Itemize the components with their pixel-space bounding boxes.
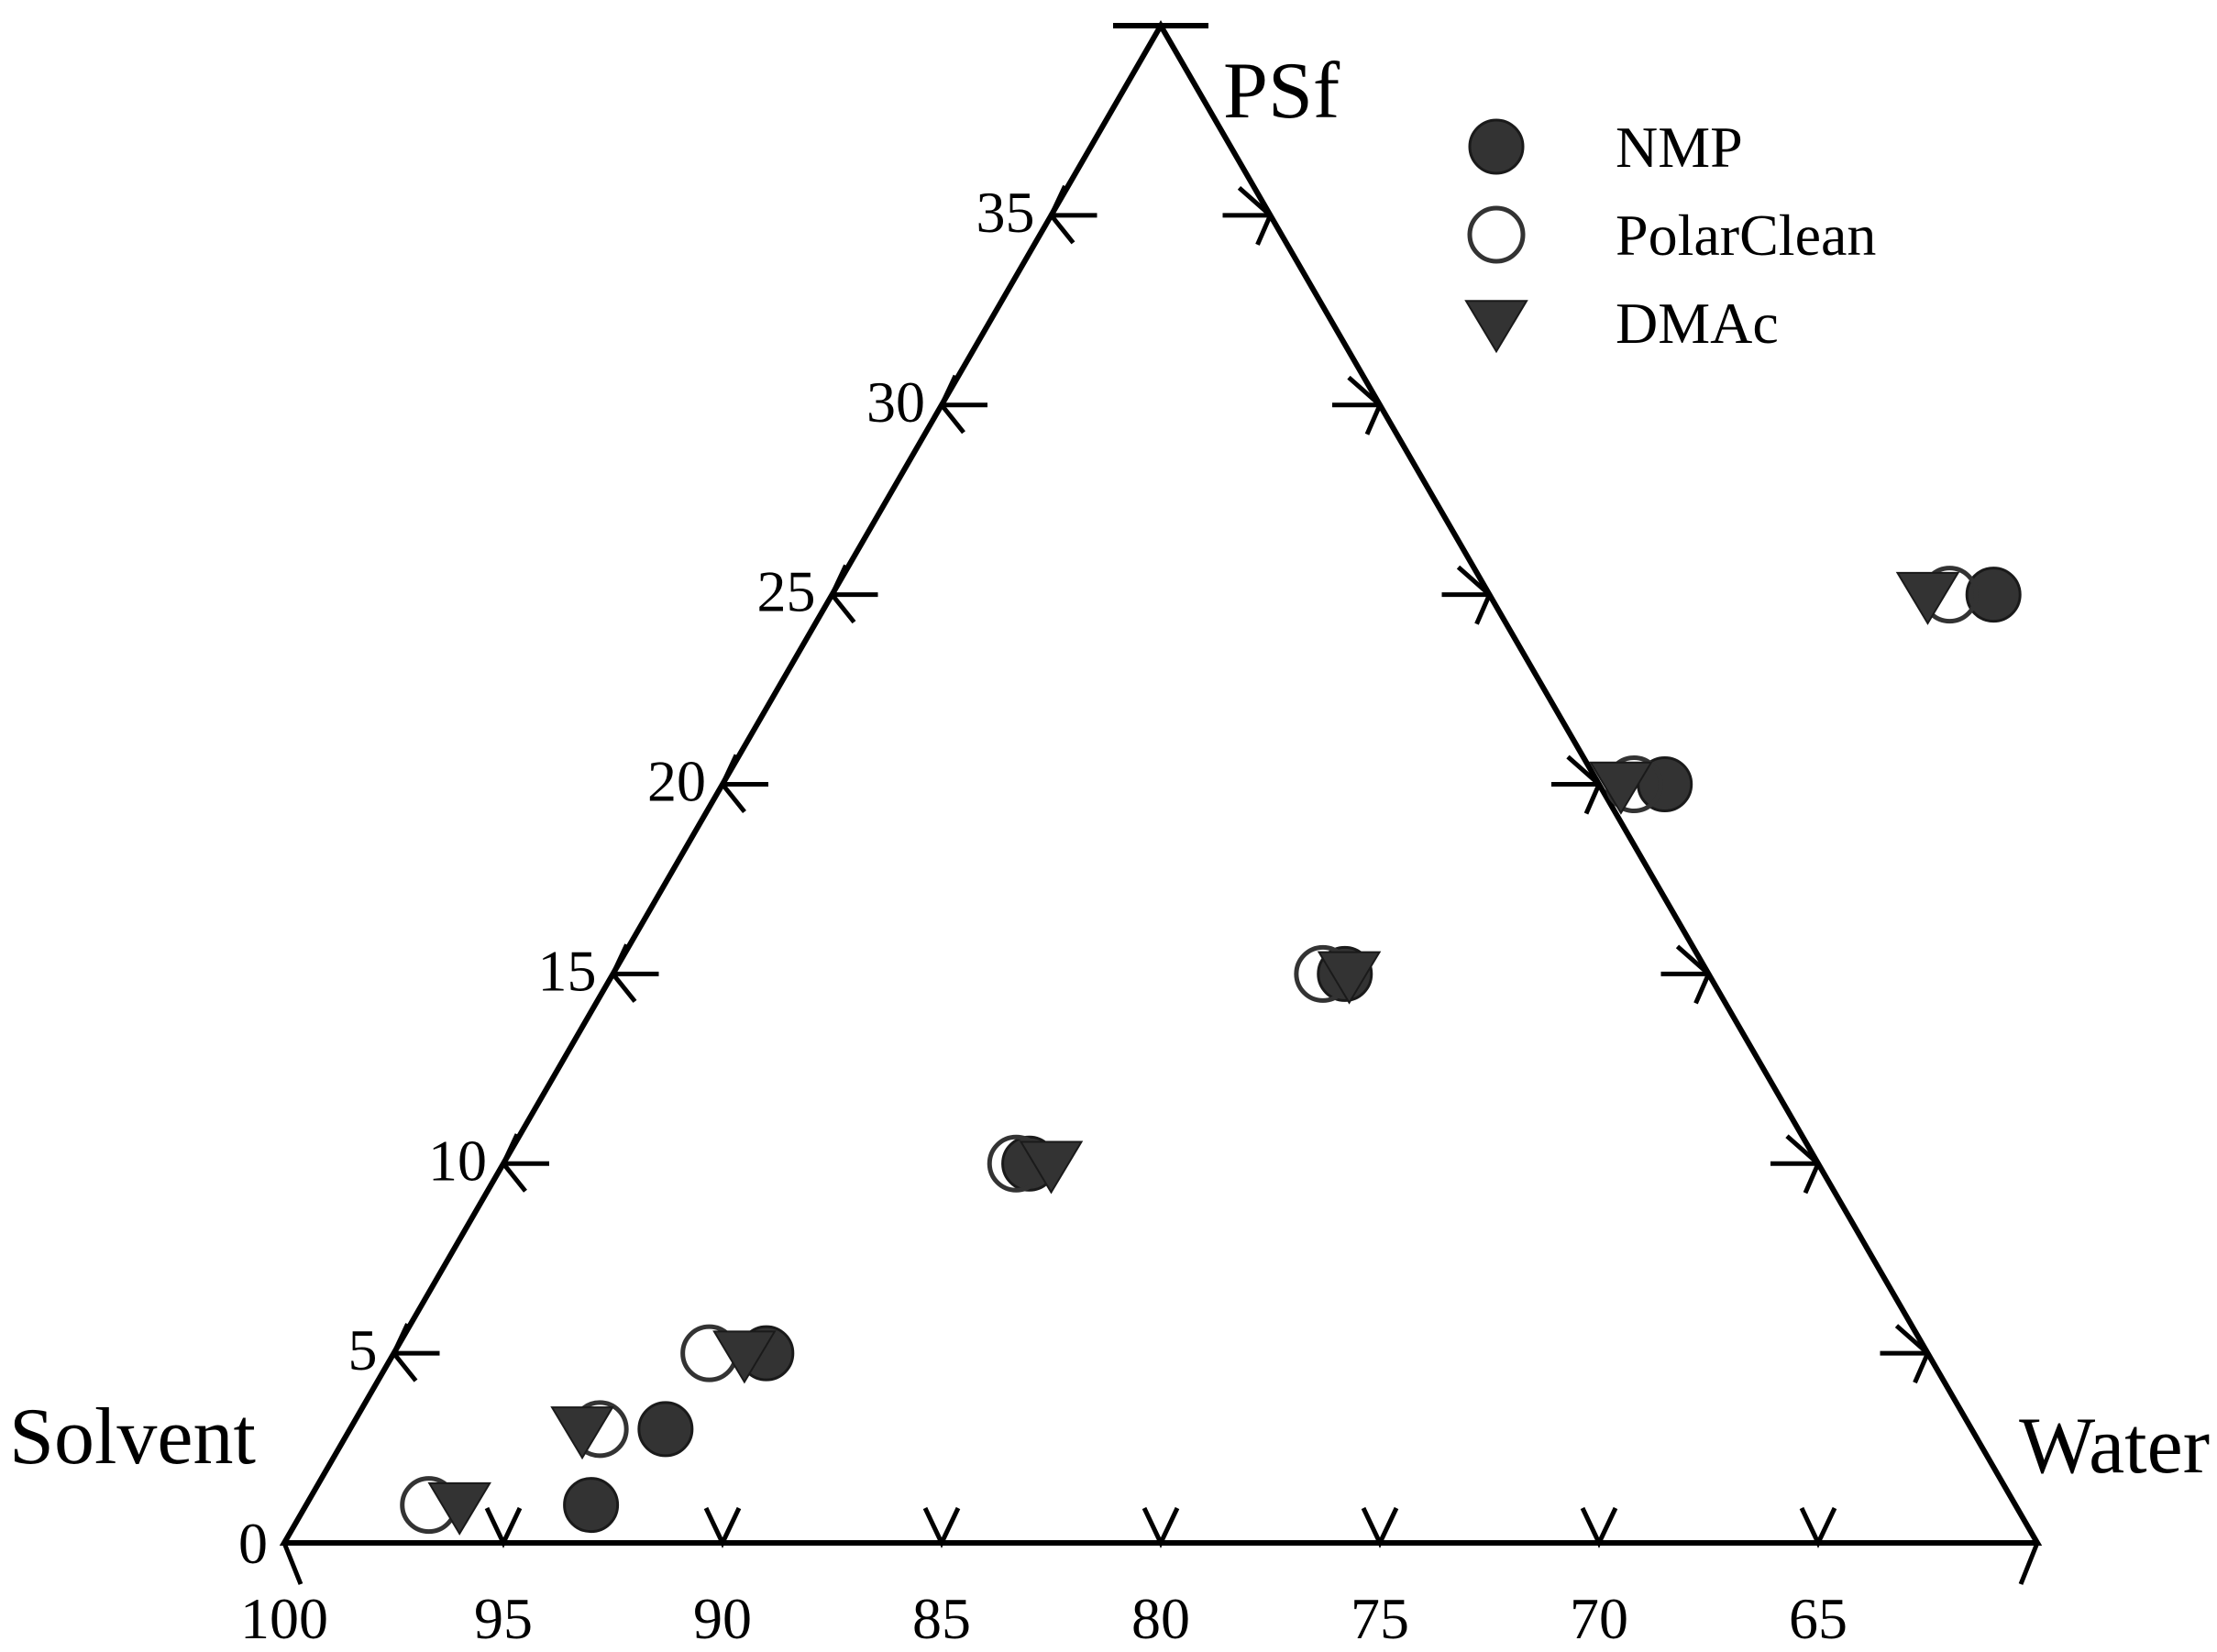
tick-marks — [391, 184, 1931, 1548]
point-dmac — [712, 1330, 777, 1384]
point-nmp — [637, 1401, 694, 1458]
left-tick-label: 25 — [757, 559, 816, 624]
left-tick-label: 30 — [866, 369, 925, 435]
point-dmac — [1317, 951, 1382, 1005]
bottom-tick-mark — [1142, 1506, 1180, 1548]
legend-marker-polarclean — [1467, 205, 1526, 264]
vertex-label-top: PSf — [1223, 47, 1340, 136]
point-nmp — [563, 1477, 620, 1534]
left-tick-label: 20 — [647, 749, 706, 814]
legend-label-dmac: DMAc — [1616, 291, 1779, 356]
bottom-tick-mark — [922, 1506, 961, 1548]
point-dmac — [1589, 761, 1653, 815]
bottom-tick-mark — [1580, 1506, 1618, 1548]
legend-marker-nmp — [1468, 118, 1525, 175]
bottom-tick-label: 90 — [693, 1586, 752, 1651]
bottom-tick-label: 85 — [912, 1586, 971, 1651]
point-dmac — [1895, 571, 1960, 625]
point-nmp — [1965, 567, 2022, 623]
vertex-label-right: Water — [2019, 1402, 2210, 1491]
left-tick-label: 10 — [428, 1128, 487, 1193]
left-tick-label: 15 — [538, 938, 597, 1003]
bottom-tick-label: 75 — [1351, 1586, 1409, 1651]
data-points — [400, 566, 2022, 1536]
left-tick-label: 5 — [348, 1317, 378, 1382]
left-tick-label: 0 — [238, 1511, 268, 1576]
bottom-tick-label: 65 — [1789, 1586, 1848, 1651]
legend-label-nmp: NMP — [1616, 115, 1743, 180]
point-dmac — [550, 1406, 614, 1460]
vertex-label-left: Solvent — [9, 1393, 256, 1481]
point-dmac — [1019, 1140, 1084, 1195]
legend-label-polarclean: PolarClean — [1616, 203, 1876, 268]
point-dmac — [427, 1481, 491, 1536]
bottom-tick-mark — [1799, 1506, 1837, 1548]
left-tick-label: 35 — [976, 180, 1035, 245]
bottom-axis-start-cap — [281, 1542, 303, 1585]
legend: NMP PolarClean DMAc — [1464, 115, 1876, 356]
bottom-tick-mark — [484, 1506, 523, 1548]
bottom-tick-label: 70 — [1570, 1586, 1628, 1651]
bottom-tick-mark — [703, 1506, 742, 1548]
bottom-tick-label: 80 — [1131, 1586, 1190, 1651]
legend-marker-dmac — [1464, 300, 1528, 354]
bottom-tick-label: 95 — [474, 1586, 533, 1651]
bottom-axis-end-cap — [2018, 1542, 2040, 1585]
tick-labels: 100 95 90 85 80 75 70 65 0 5 10 15 20 25 30 35 — [238, 180, 1848, 1651]
bottom-tick-mark — [1361, 1506, 1399, 1548]
bottom-tick-label: 100 — [240, 1586, 328, 1651]
